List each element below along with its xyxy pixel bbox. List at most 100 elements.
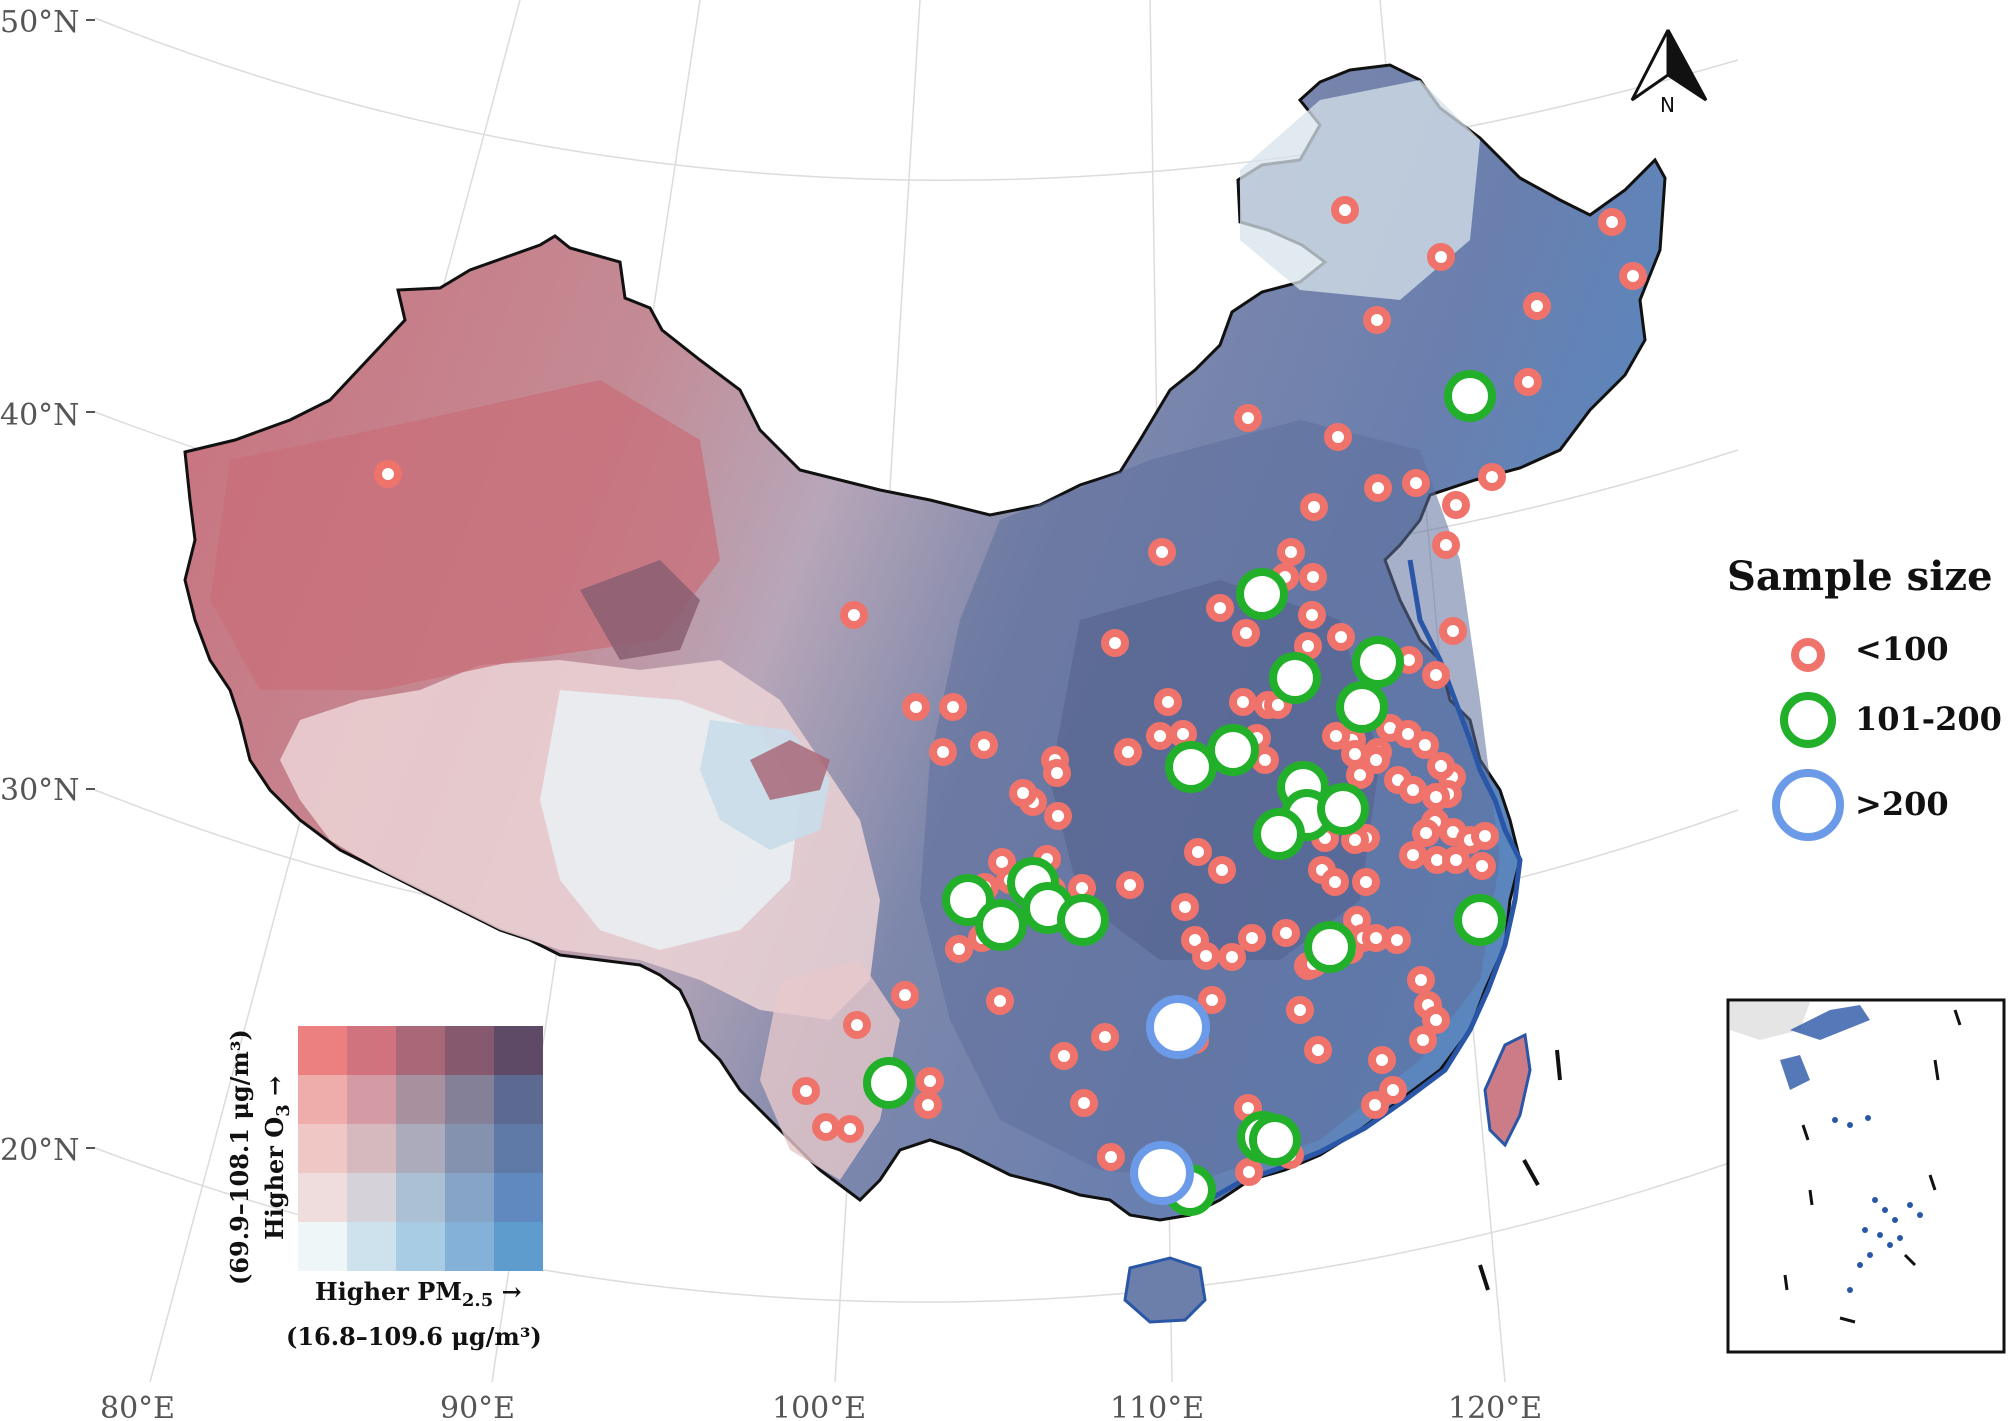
sample-site-marker bbox=[1304, 921, 1356, 973]
lat-label-40: 40°N bbox=[0, 398, 79, 433]
bivariate-cell bbox=[494, 1026, 543, 1075]
bivariate-cell bbox=[445, 1075, 494, 1124]
lat-label-30: 30°N bbox=[0, 773, 79, 808]
sample-site-marker bbox=[1192, 942, 1220, 970]
sample-site-marker bbox=[1198, 986, 1226, 1014]
bivariate-cell bbox=[347, 1075, 396, 1124]
latitude-axis: 50°N 40°N 30°N 20°N bbox=[0, 5, 95, 1168]
sample-site-marker bbox=[1364, 474, 1392, 502]
sample-site-marker bbox=[1422, 783, 1450, 811]
sample-site-marker bbox=[1091, 1023, 1119, 1051]
sample-site-marker bbox=[1361, 1091, 1389, 1119]
sample-site-marker bbox=[1341, 740, 1369, 768]
bivariate-cell bbox=[298, 1026, 347, 1075]
sample-site-marker bbox=[1468, 852, 1496, 880]
sample-site-marker bbox=[1184, 838, 1212, 866]
bivariate-cell bbox=[445, 1124, 494, 1173]
sample-site-marker bbox=[1097, 1143, 1125, 1171]
bivariate-cell bbox=[494, 1173, 543, 1222]
bivariate-cell bbox=[298, 1075, 347, 1124]
hainan-island bbox=[1123, 1256, 1207, 1324]
sample-site-marker bbox=[1399, 776, 1427, 804]
sample-site-marker bbox=[840, 601, 868, 629]
lon-label-100: 100°E bbox=[772, 1391, 866, 1421]
east-china-region bbox=[920, 420, 1500, 1180]
bivariate-cell bbox=[494, 1124, 543, 1173]
sample-site-marker bbox=[1218, 943, 1246, 971]
sample-site-marker bbox=[914, 1091, 942, 1119]
legend-label-small: <100 bbox=[1855, 630, 1949, 668]
bivariate-cell bbox=[298, 1222, 347, 1271]
sample-site-marker bbox=[1154, 688, 1182, 716]
sample-site-marker bbox=[1238, 924, 1266, 952]
legend-label-medium: 101-200 bbox=[1855, 700, 2002, 738]
sample-site-marker bbox=[1523, 292, 1551, 320]
sample-site-marker bbox=[1383, 926, 1411, 954]
lon-label-90: 90°E bbox=[440, 1391, 515, 1421]
bivariate-cell bbox=[298, 1124, 347, 1173]
sample-site-marker bbox=[1114, 738, 1142, 766]
sample-site-marker bbox=[1116, 871, 1144, 899]
sample-site-marker bbox=[1321, 868, 1349, 896]
taiwan-island bbox=[1483, 1032, 1532, 1148]
sample-site-marker bbox=[1165, 741, 1217, 793]
longitude-axis: 80°E 90°E 100°E 110°E 120°E bbox=[100, 1391, 1542, 1421]
sample-site-marker bbox=[1050, 1042, 1078, 1070]
northeast-light-region bbox=[1240, 80, 1480, 300]
sample-site-marker bbox=[1362, 746, 1390, 774]
sample-site-marker bbox=[1286, 996, 1314, 1024]
sample-site-marker bbox=[1300, 493, 1328, 521]
bivariate-legend bbox=[298, 1026, 543, 1271]
sample-site-marker bbox=[1368, 1046, 1396, 1074]
lon-label-80: 80°E bbox=[100, 1391, 175, 1421]
sample-site-marker bbox=[1324, 423, 1352, 451]
sample-site-marker bbox=[986, 987, 1014, 1015]
sample-site-marker bbox=[1346, 761, 1374, 789]
bivariate-cell bbox=[396, 1173, 445, 1222]
sample-site-marker bbox=[843, 1011, 871, 1039]
bivariate-cell bbox=[396, 1026, 445, 1075]
sample-site-marker bbox=[1272, 919, 1300, 947]
sample-site-marker bbox=[1379, 1076, 1407, 1104]
sample-site-marker bbox=[1304, 1036, 1332, 1064]
legend-label-large: >200 bbox=[1855, 785, 1949, 823]
legend-symbol-medium bbox=[1780, 692, 1836, 748]
sample-site-marker bbox=[792, 1077, 820, 1105]
bivariate-cell bbox=[494, 1222, 543, 1271]
lat-label-50: 50°N bbox=[0, 5, 79, 40]
sample-site-marker bbox=[1432, 531, 1460, 559]
bivariate-cell bbox=[298, 1173, 347, 1222]
lat-label-20: 20°N bbox=[0, 1133, 79, 1168]
sample-site-marker bbox=[970, 731, 998, 759]
sample-site-marker bbox=[1402, 469, 1430, 497]
sample-site-marker bbox=[1478, 463, 1506, 491]
lon-label-120: 120°E bbox=[1448, 1391, 1542, 1421]
sample-site-marker bbox=[1439, 617, 1467, 645]
bivariate-cell bbox=[347, 1026, 396, 1075]
bivariate-legend-labels: Higher PM2.5 → (16.8–109.6 μg/m³) Higher… bbox=[225, 1029, 542, 1351]
sample-site-marker bbox=[1229, 688, 1257, 716]
sample-site-marker bbox=[1422, 1006, 1450, 1034]
sample-sites-large bbox=[1130, 995, 1210, 1205]
sample-site-marker bbox=[1598, 208, 1626, 236]
sample-site-marker bbox=[1363, 306, 1391, 334]
bivariate-cell bbox=[347, 1173, 396, 1222]
sample-site-marker bbox=[1235, 1158, 1263, 1186]
sample-site-marker bbox=[1269, 652, 1321, 704]
sample-sites-medium bbox=[863, 370, 1506, 1216]
qinghai-dark-region bbox=[750, 740, 830, 800]
sample-site-marker bbox=[1130, 1141, 1194, 1205]
bivariate-y-label: Higher O3 → bbox=[260, 1076, 294, 1240]
sample-site-marker bbox=[1412, 819, 1440, 847]
sample-site-marker bbox=[1249, 1114, 1301, 1166]
sample-site-marker bbox=[1171, 893, 1199, 921]
sample-site-marker bbox=[1352, 636, 1404, 688]
sample-site-marker bbox=[1442, 491, 1470, 519]
xinjiang-region bbox=[210, 380, 720, 690]
bivariate-cell bbox=[396, 1124, 445, 1173]
sample-site-marker bbox=[1422, 661, 1450, 689]
sample-site-marker bbox=[1146, 995, 1210, 1059]
sample-site-marker bbox=[374, 460, 402, 488]
sample-site-marker bbox=[916, 1067, 944, 1095]
